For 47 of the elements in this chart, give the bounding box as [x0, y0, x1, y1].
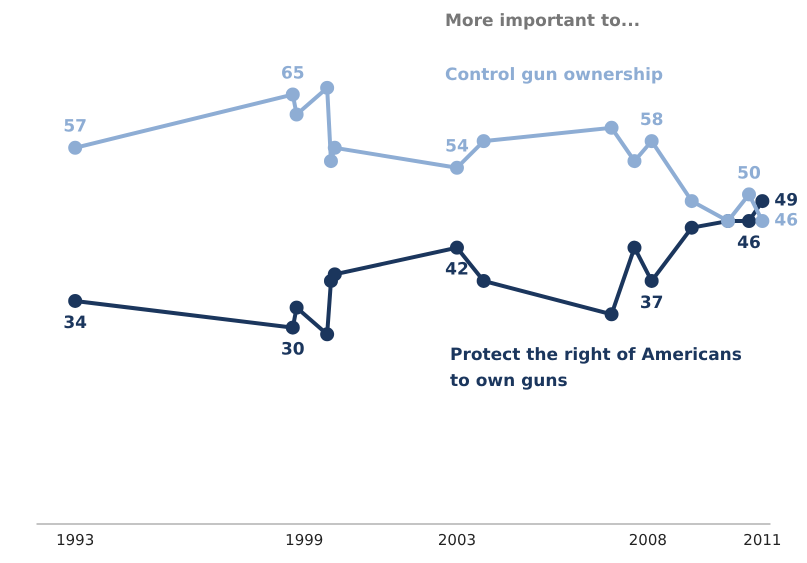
- data-label: 54: [445, 136, 469, 157]
- point: [328, 267, 342, 282]
- point: [450, 240, 464, 255]
- point: [320, 80, 334, 95]
- data-label: 34: [63, 312, 88, 333]
- data-label: 58: [640, 110, 664, 130]
- point: [604, 307, 619, 322]
- point: [290, 107, 304, 122]
- data-label: 46: [774, 210, 798, 230]
- point: [742, 214, 756, 228]
- point: [286, 320, 300, 335]
- point: [286, 88, 300, 102]
- point: [644, 274, 659, 288]
- x-tick-label: 2003: [438, 530, 476, 549]
- data-label: 50: [737, 163, 761, 184]
- point: [450, 160, 464, 175]
- point: [476, 274, 491, 288]
- text: Control gun ownership: [445, 64, 664, 87]
- data-label: 65: [280, 63, 305, 84]
- x-tick-label: 2008: [628, 530, 667, 549]
- point: [684, 220, 699, 235]
- data-label: 46: [737, 232, 761, 253]
- data-label: 30: [280, 340, 305, 360]
- point: [324, 154, 338, 168]
- point: [68, 294, 82, 308]
- x-tick-label: 2011: [743, 530, 782, 549]
- data-label: 37: [640, 292, 664, 313]
- point: [328, 140, 342, 155]
- point: [755, 214, 770, 228]
- point: [604, 120, 619, 135]
- data-label: 57: [63, 116, 88, 137]
- data-label: 49: [774, 190, 798, 210]
- point: [627, 154, 642, 168]
- point: [320, 327, 334, 342]
- x-tick-label: 1993: [56, 530, 94, 549]
- point: [755, 194, 770, 208]
- point: [742, 187, 756, 202]
- point: [68, 140, 82, 155]
- point: [644, 134, 659, 148]
- point: [290, 300, 304, 315]
- x-tick-label: 1999: [285, 530, 324, 549]
- point: [476, 134, 491, 148]
- point: [684, 194, 699, 208]
- point: [627, 240, 642, 255]
- data-label: 42: [445, 260, 469, 280]
- text: Protect the right of Americans to own guns: [450, 344, 743, 393]
- legend-title: More important to...: [445, 10, 640, 33]
